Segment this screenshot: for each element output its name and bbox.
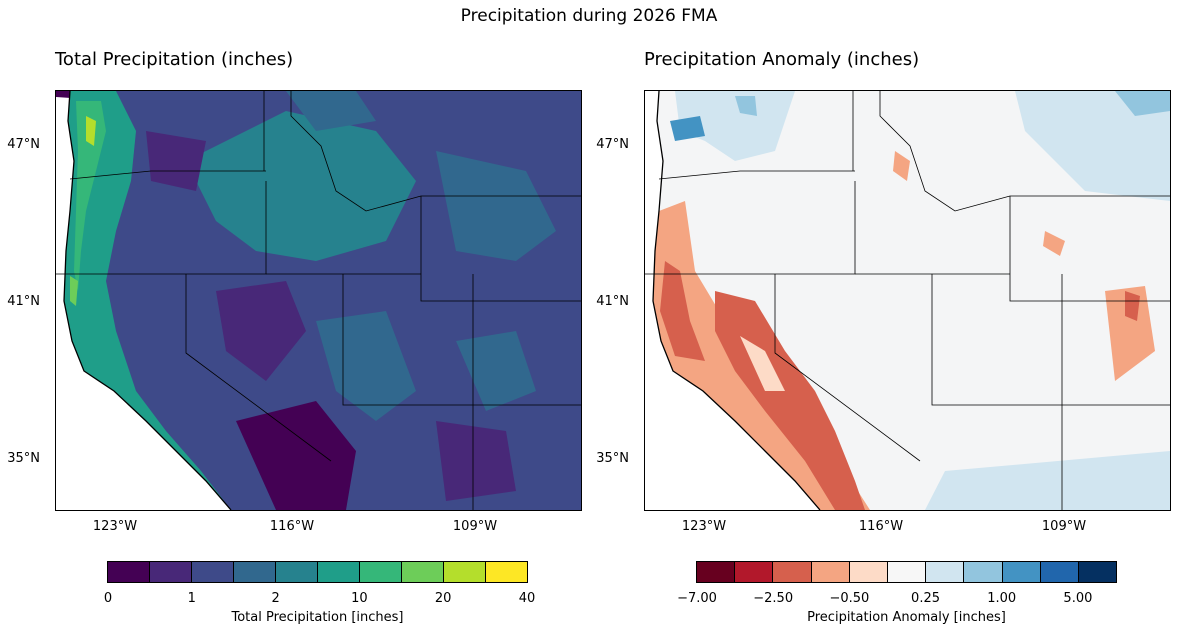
lat-label-41: 41°N xyxy=(596,294,629,309)
washington-dry xyxy=(146,131,206,191)
total-precip-colorbar-swatch-6 xyxy=(360,562,402,582)
total-precip-colorbar-swatch-0 xyxy=(108,562,150,582)
state-borders xyxy=(56,91,581,510)
montana-wet-anomaly xyxy=(1015,91,1170,201)
state-borders xyxy=(645,91,1170,510)
lat-label-41: 41°N xyxy=(7,294,40,309)
precip-anomaly-map xyxy=(644,90,1171,511)
montana-highlands xyxy=(286,91,376,131)
total-precip-colorbar xyxy=(107,561,528,583)
precip-anomaly-colorbar-swatch-2 xyxy=(773,562,812,582)
peak-wet-spot-2 xyxy=(70,276,78,306)
total-precip-colorbar-tick-label: 0 xyxy=(103,591,113,606)
ocean-area xyxy=(56,91,231,510)
total-precip-colorbar-tick-label: 2 xyxy=(271,591,280,606)
cascade-wet-anomaly xyxy=(735,96,757,116)
precip-anomaly-colorbar xyxy=(696,561,1117,583)
precip-anomaly-colorbar-swatch-5 xyxy=(887,562,927,582)
total-precip-colorbar-tick-label: 1 xyxy=(187,591,196,606)
total-precip-colorbar-swatch-3 xyxy=(234,562,276,582)
lon-label-109: 109°W xyxy=(452,519,498,534)
figure-title: Precipitation during 2026 FMA xyxy=(460,6,718,26)
precip-anomaly-colorbar-swatch-8 xyxy=(1002,562,1041,582)
precip-anomaly-colorbar-swatch-7 xyxy=(964,562,1003,582)
colorado-dry-anomaly xyxy=(1105,286,1155,381)
precip-anomaly-colorbar-swatch-9 xyxy=(1040,562,1079,582)
northwest-wet-anomaly xyxy=(675,91,795,161)
lat-label-47: 47°N xyxy=(596,137,629,152)
total-precip-colorbar-swatch-1 xyxy=(150,562,192,582)
precip-anomaly-colorbar-tick-label: −7.00 xyxy=(677,591,717,606)
total-precip-colorbar-tick-label: 40 xyxy=(518,591,536,606)
montana-wet-anomaly-2 xyxy=(1115,91,1170,116)
total-precip-colorbar-swatch-4 xyxy=(276,562,318,582)
lon-label-116: 116°W xyxy=(858,519,904,534)
desert-southwest-dry xyxy=(236,401,356,510)
olympic-wet-anomaly xyxy=(670,116,705,141)
precip-anomaly-colorbar-tick-label: 5.00 xyxy=(1063,591,1093,606)
precip-anomaly-colorbar-label: Precipitation Anomaly [inches] xyxy=(807,610,1006,625)
total-precip-colorbar-swatch-8 xyxy=(444,562,486,582)
total-precip-colorbar-tick-label: 20 xyxy=(434,591,452,606)
coastline xyxy=(63,91,232,510)
coastline xyxy=(652,91,821,510)
peak-wet-spot xyxy=(86,116,96,146)
total-precip-colorbar-swatch-5 xyxy=(318,562,360,582)
total-precip-colorbar-swatch-2 xyxy=(192,562,234,582)
total-precip-colorbar-tick-label: 10 xyxy=(351,591,368,606)
left-panel-title: Total Precipitation (inches) xyxy=(55,49,294,70)
southwest-wet-anomaly xyxy=(925,451,1170,510)
wyoming-mountains xyxy=(436,151,556,261)
precip-anomaly-colorbar-swatch-1 xyxy=(735,562,774,582)
precip-anomaly-colorbar-tick-label: −0.50 xyxy=(829,591,870,606)
olympic-cascade-wet xyxy=(74,101,106,291)
precip-anomaly-colorbar-swatch-3 xyxy=(811,562,850,582)
total-precip-colorbar-swatch-7 xyxy=(402,562,444,582)
precip-anomaly-colorbar-swatch-4 xyxy=(849,562,888,582)
idaho-montana-wet xyxy=(186,111,416,261)
precip-anomaly-colorbar-tick-label: −2.50 xyxy=(753,591,794,606)
precip-anomaly-colorbar-swatch-10 xyxy=(1078,562,1117,582)
utah-mountains xyxy=(316,311,416,421)
lat-label-47: 47°N xyxy=(7,137,40,152)
precip-anomaly-colorbar-tick-label: 1.00 xyxy=(987,591,1017,606)
total-precip-colorbar-label: Total Precipitation [inches] xyxy=(231,610,404,625)
precip-anomaly-colorbar-tick-label: 0.25 xyxy=(911,591,940,606)
lon-label-116: 116°W xyxy=(269,519,315,534)
total-precip-map xyxy=(55,90,582,511)
arizona-dry xyxy=(436,421,516,501)
wyoming-dry-spot xyxy=(1043,231,1065,256)
right-panel-title: Precipitation Anomaly (inches) xyxy=(644,49,920,70)
colorado-dry-spot xyxy=(1125,291,1140,321)
precip-anomaly-colorbar-swatch-6 xyxy=(926,562,965,582)
precip-anomaly-colorbar-swatch-0 xyxy=(697,562,736,582)
lon-label-109: 109°W xyxy=(1041,519,1087,534)
ocean-area xyxy=(645,91,820,510)
lat-label-35: 35°N xyxy=(7,451,40,466)
lon-label-123: 123°W xyxy=(681,519,727,534)
colorado-mountains xyxy=(456,331,536,411)
idaho-dry-spot xyxy=(893,151,910,181)
lat-label-35: 35°N xyxy=(596,451,629,466)
lon-label-123: 123°W xyxy=(92,519,138,534)
total-precip-colorbar-swatch-9 xyxy=(486,562,527,582)
coastal-wet-band xyxy=(64,91,231,510)
nevada-dry xyxy=(216,281,306,381)
central-valley-anomaly xyxy=(740,336,785,391)
north-coast-dry-anomaly xyxy=(660,261,705,361)
